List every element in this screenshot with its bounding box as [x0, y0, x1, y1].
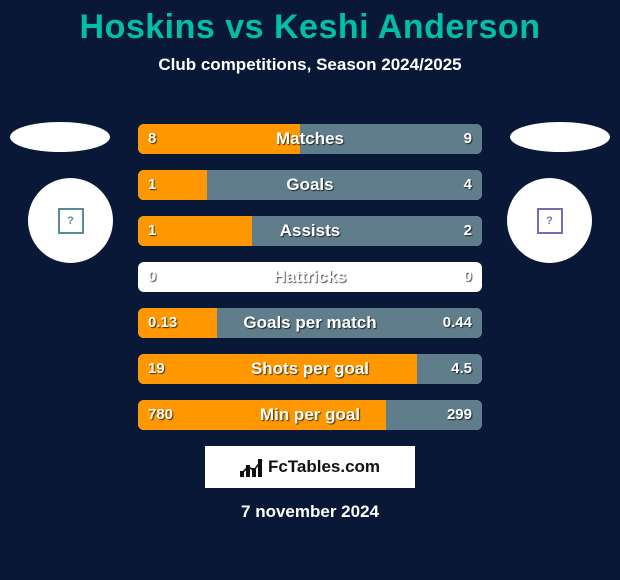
stats-container: 89Matches 14Goals 12Assists 00Hattricks 0.13…	[138, 124, 482, 446]
comparison-card: Hoskins vs Keshi Anderson Club competiti…	[0, 0, 620, 580]
stat-row: 14Goals	[138, 170, 482, 200]
stat-label: Goals per match	[138, 308, 482, 338]
date-label: 7 november 2024	[0, 502, 620, 522]
fctables-logo: FcTables.com	[205, 446, 415, 488]
club-left-badge: ?	[28, 178, 113, 263]
stat-row: 780299Min per goal	[138, 400, 482, 430]
subtitle: Club competitions, Season 2024/2025	[0, 55, 620, 75]
stat-label: Hattricks	[138, 262, 482, 292]
stat-row: 0.130.44Goals per match	[138, 308, 482, 338]
stat-row: 194.5Shots per goal	[138, 354, 482, 384]
stat-label: Min per goal	[138, 400, 482, 430]
club-right-unknown-icon: ?	[537, 208, 563, 234]
player-right-avatar-placeholder	[510, 122, 610, 152]
stat-row: 89Matches	[138, 124, 482, 154]
stat-label: Assists	[138, 216, 482, 246]
logo-text: FcTables.com	[268, 457, 380, 477]
stat-label: Matches	[138, 124, 482, 154]
player-left-avatar-placeholder	[10, 122, 110, 152]
page-title: Hoskins vs Keshi Anderson	[0, 0, 620, 47]
stat-label: Shots per goal	[138, 354, 482, 384]
stat-row: 00Hattricks	[138, 262, 482, 292]
club-left-unknown-icon: ?	[58, 208, 84, 234]
stat-label: Goals	[138, 170, 482, 200]
club-right-badge: ?	[507, 178, 592, 263]
logo-chart-icon	[240, 457, 264, 477]
stat-row: 12Assists	[138, 216, 482, 246]
